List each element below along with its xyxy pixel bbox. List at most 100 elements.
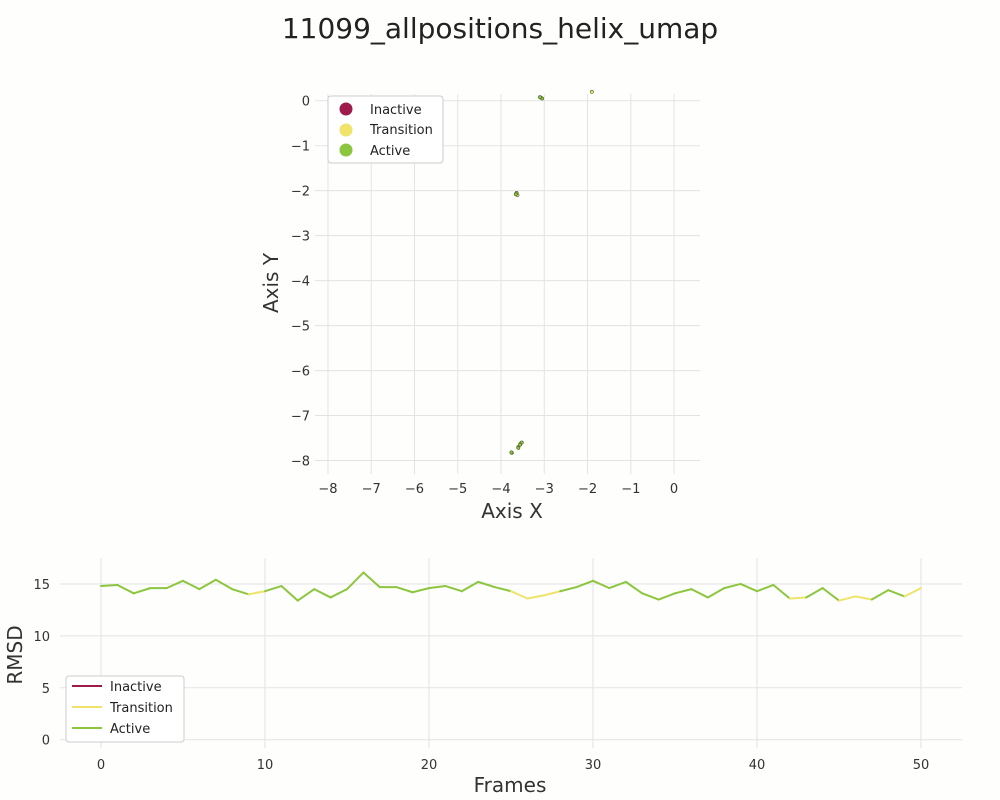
legend-label-inactive: Inactive [110,680,162,695]
legend-label-active: Active [110,722,150,737]
rmsd-segment-active [264,585,283,593]
rmsd-segment-active [674,588,693,595]
rmsd-x-tick-labels: 0 10 20 30 40 50 [97,758,929,773]
rmsd-y-tick-label: 0 [42,734,50,749]
legend-label-transition: Transition [369,123,433,138]
scatter-y-tick-label: −1 [291,140,310,155]
scatter-x-tick-label: −5 [448,482,467,497]
rmsd-segment-active [100,583,119,588]
scatter-x-tick-label: −4 [491,482,510,497]
scatter-x-tick-labels: −8 −7 −6 −5 −4 −3 −2 −1 0 [318,482,678,497]
scatter-y-tick-label: −2 [291,185,310,200]
scatter-points [509,89,594,455]
rmsd-segment-transition [854,595,873,601]
rmsd-legend: Inactive Transition Active [65,675,185,743]
rmsd-segment-active [772,583,791,600]
rmsd-segment-transition [542,590,562,597]
rmsd-segment-active [493,586,512,593]
rmsd-line-plot: 0 10 20 30 40 50 0 5 10 15 Frames RMSD Inactive … [3,558,962,797]
rmsd-segment-active [608,580,627,590]
rmsd-segment-active [559,586,578,593]
scatter-point-active [516,446,521,450]
rmsd-segment-active [165,579,184,590]
rmsd-segment-active [313,588,332,599]
rmsd-y-tick-labels: 0 5 10 15 [33,578,50,749]
rmsd-segment-active [329,588,348,599]
rmsd-x-tick-label: 50 [913,758,930,773]
rmsd-segment-active [805,587,824,599]
scatter-y-tick-label: 0 [302,95,310,110]
rmsd-segment-transition [788,596,808,600]
scatter-point-transition [589,89,594,94]
scatter-y-tick-labels: 0 −1 −2 −3 −4 −5 −6 −7 −8 [291,95,310,470]
rmsd-segment-active [887,589,906,598]
legend-marker-transition [339,123,353,137]
rmsd-x-tick-label: 20 [421,758,438,773]
scatter-x-tick-label: −7 [362,482,381,497]
rmsd-legend-frame [65,675,185,743]
rmsd-x-axis-title: Frames [474,773,547,797]
rmsd-segment-active [182,579,201,591]
rmsd-segment-active [132,587,152,595]
rmsd-segment-active [756,583,775,593]
rmsd-segment-active [346,571,365,591]
rmsd-segment-active [444,585,463,593]
scatter-y-tick-label: −6 [291,365,310,380]
legend-label-active: Active [370,144,410,159]
scatter-y-tick-label: −5 [291,320,310,335]
rmsd-segment-active [395,586,414,594]
rmsd-segment-transition [526,594,545,600]
rmsd-segment-active [411,587,430,594]
rmsd-segment-transition [510,590,529,600]
rmsd-segment-active [428,585,447,590]
rmsd-segment-active [723,582,742,590]
scatter-x-tick-label: −8 [318,482,337,497]
legend-label-transition: Transition [109,701,173,716]
rmsd-y-tick-label: 15 [33,578,50,593]
rmsd-series-lines [100,571,922,602]
scatter-y-tick-label: −3 [291,230,310,245]
scatter-point-active [513,192,518,197]
rmsd-segment-active [706,587,726,599]
scatter-point-active [509,450,514,455]
rmsd-segment-active [739,582,758,593]
rmsd-segment-active [231,588,250,596]
rmsd-segment-active [296,588,316,602]
rmsd-segment-active [592,579,611,590]
rmsd-segment-active [198,578,217,591]
umap-scatter-plot: −8 −7 −6 −5 −4 −3 −2 −1 0 0 −1 −2 −3 −4 −5 −6 −7 −8 Axis… [259,89,700,523]
rmsd-segment-active [690,588,709,599]
rmsd-segment-active [460,580,480,593]
rmsd-segment-active [641,592,660,601]
legend-marker-inactive [339,102,353,116]
scatter-y-axis-title: Axis Y [259,252,283,313]
rmsd-segment-active [214,578,234,591]
rmsd-segment-active [870,589,890,601]
scatter-point-active [518,442,522,447]
rmsd-segment-active [657,592,676,601]
rmsd-segment-active [477,580,496,589]
scatter-x-tick-label: −1 [621,482,640,497]
rmsd-y-tick-label: 10 [33,630,50,645]
rmsd-x-tick-label: 40 [749,758,766,773]
rmsd-x-tick-label: 0 [97,758,105,773]
rmsd-segment-active [280,585,299,602]
rmsd-segment-active [116,583,135,595]
scatter-y-tick-label: −8 [291,455,310,470]
rmsd-y-axis-title: RMSD [3,625,27,684]
legend-label-inactive: Inactive [370,103,422,118]
scatter-point-active [538,95,542,100]
scatter-x-axis-title: Axis X [481,499,543,523]
scatter-x-tick-label: 0 [670,482,678,497]
scatter-legend: Inactive Transition Active [327,95,444,164]
scatter-y-tick-label: −4 [291,275,310,290]
rmsd-y-tick-label: 5 [42,682,50,697]
scatter-legend-frame [327,95,444,164]
rmsd-segment-active [624,580,644,595]
rmsd-segment-active [575,579,594,589]
scatter-y-tick-label: −7 [291,410,310,425]
figure-title: 11099_allpositions_helix_umap [282,12,718,45]
rmsd-x-tick-label: 10 [257,758,274,773]
scatter-x-tick-label: −3 [535,482,554,497]
